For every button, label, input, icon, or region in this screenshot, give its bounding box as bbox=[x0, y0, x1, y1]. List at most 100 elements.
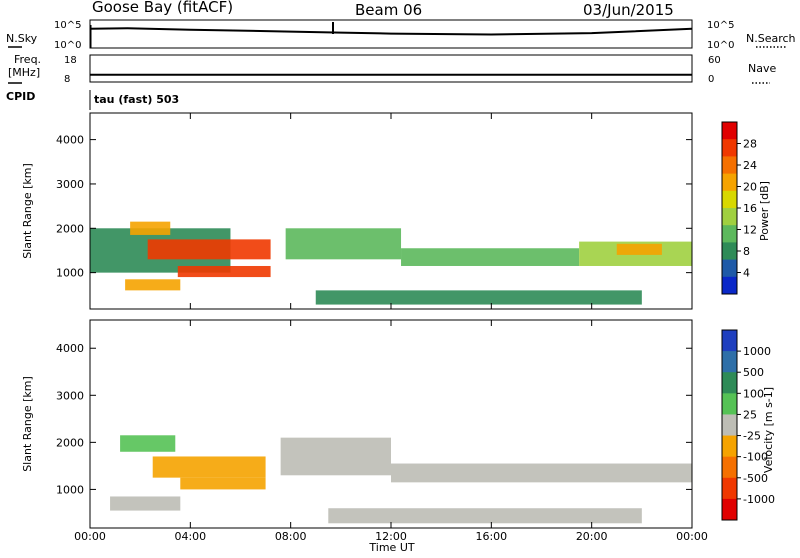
velocity-colorbar-swatch bbox=[722, 435, 737, 458]
power-colorbar-tick-label: 12 bbox=[743, 224, 757, 237]
velocity-colorbar-swatch bbox=[722, 372, 737, 394]
velocity-colorbar-label: Velocity [m s-1] bbox=[762, 387, 775, 473]
power-colorbar-tick-label: 16 bbox=[743, 202, 757, 215]
power-y-axis: 1000 2000 3000 4000 bbox=[56, 134, 692, 280]
power-colorbar-tick-label: 8 bbox=[743, 245, 750, 258]
x-tick-label: 00:00 bbox=[74, 530, 106, 543]
velocity-panel: 1000 2000 3000 4000 Slant Range [km] 1000 50… bbox=[21, 319, 775, 529]
noise-strip: N.Sky 10^5 10^0 10^5 10^0 N.Search bbox=[6, 19, 796, 51]
velocity-colorbar-frame bbox=[721, 329, 738, 521]
noise-right-tick-bottom: 10^0 bbox=[707, 40, 734, 51]
nsky-label: N.Sky bbox=[6, 32, 38, 45]
freq-strip: Freq. [MHz] 18 8 60 0 Nave bbox=[8, 53, 776, 85]
velocity-colorbar-swatch bbox=[722, 498, 737, 521]
power-colorbar-swatch bbox=[722, 173, 737, 192]
velocity-colorbar: 1000 500 100 25 -25 -100 -500 -1000 bbox=[721, 329, 775, 521]
velocity-panel-frame bbox=[89, 319, 693, 529]
velocity-colorbar-tick-label: -1000 bbox=[743, 493, 775, 506]
power-ylabel: Slant Range [km] bbox=[21, 163, 34, 259]
power-data bbox=[90, 221, 692, 305]
cpid-value: tau (fast) 503 bbox=[94, 93, 179, 106]
y-tick-label: 2000 bbox=[56, 436, 84, 449]
nsearch-label: N.Search bbox=[746, 32, 796, 45]
cpid-label: CPID bbox=[6, 90, 35, 103]
velocity-ylabel: Slant Range [km] bbox=[21, 376, 34, 472]
x-tick-label: 12:00 bbox=[375, 530, 407, 543]
y-tick-label: 3000 bbox=[56, 389, 84, 402]
y-tick-label: 3000 bbox=[56, 178, 84, 191]
y-tick-label: 2000 bbox=[56, 222, 84, 235]
velocity-region-2 bbox=[180, 477, 266, 490]
power-colorbar-swatch bbox=[722, 242, 737, 261]
power-region-9 bbox=[315, 290, 642, 305]
velocity-colorbar-swatch bbox=[722, 456, 737, 479]
velocity-colorbar-tick-label: 25 bbox=[743, 408, 757, 421]
velocity-region-6 bbox=[328, 508, 642, 524]
station-title: Goose Bay (fitACF) bbox=[92, 0, 233, 16]
power-region-4 bbox=[130, 221, 171, 235]
x-tick-label: 04:00 bbox=[174, 530, 206, 543]
power-colorbar-swatch bbox=[722, 208, 737, 226]
freq-strip-frame bbox=[89, 54, 693, 83]
power-colorbar-swatch bbox=[722, 139, 737, 157]
velocity-colorbar-tick-label: -500 bbox=[743, 472, 768, 485]
velocity-colorbar-swatch bbox=[722, 330, 737, 352]
y-tick-label: 1000 bbox=[56, 483, 84, 496]
power-colorbar-label: Power [dB] bbox=[758, 181, 771, 241]
nave-right-tick-top: 60 bbox=[708, 55, 721, 66]
velocity-region-4 bbox=[391, 463, 692, 483]
power-colorbar-swatch bbox=[722, 122, 737, 140]
freq-left-tick-bottom: 8 bbox=[64, 74, 70, 85]
velocity-colorbar-tick-label: -100 bbox=[743, 451, 768, 464]
date-label: 03/Jun/2015 bbox=[583, 1, 674, 19]
power-colorbar-tick-label: 24 bbox=[743, 159, 757, 172]
velocity-colorbar-tick-label: 1000 bbox=[743, 345, 771, 358]
velocity-region-1 bbox=[152, 456, 266, 478]
velocity-data bbox=[110, 435, 692, 524]
velocity-colorbar-swatch bbox=[722, 351, 737, 373]
power-region-8 bbox=[616, 243, 662, 255]
power-colorbar-swatch bbox=[722, 156, 737, 175]
velocity-y-axis: 1000 2000 3000 4000 bbox=[56, 342, 692, 496]
x-tick-label: 20:00 bbox=[576, 530, 608, 543]
power-colorbar-tick-label: 20 bbox=[743, 181, 757, 194]
y-tick-label: 4000 bbox=[56, 134, 84, 147]
power-region-3 bbox=[125, 279, 181, 291]
power-colorbar-swatch bbox=[722, 190, 737, 209]
power-colorbar-swatch bbox=[722, 259, 737, 278]
power-region-2 bbox=[177, 265, 271, 278]
velocity-colorbar-tick-label: 100 bbox=[743, 387, 764, 400]
velocity-region-5 bbox=[110, 496, 181, 511]
velocity-colorbar-swatch bbox=[722, 393, 737, 415]
time-axis: 00:00 04:00 08:00 12:00 16:00 20:00 00:00 bbox=[74, 113, 708, 543]
freq-label: Freq. bbox=[14, 53, 41, 66]
y-tick-label: 4000 bbox=[56, 342, 84, 355]
power-colorbar: 28 24 20 16 12 8 4 bbox=[721, 121, 757, 295]
noise-right-tick-top: 10^5 bbox=[707, 20, 734, 31]
velocity-region-0 bbox=[120, 435, 176, 452]
nave-label: Nave bbox=[748, 62, 776, 75]
xaxis-label: Time UT bbox=[368, 541, 414, 554]
noise-left-tick-top: 10^5 bbox=[54, 20, 81, 31]
freq-left-tick-top: 18 bbox=[64, 55, 77, 66]
power-region-1 bbox=[147, 239, 271, 260]
beam-label: Beam 06 bbox=[355, 1, 422, 19]
velocity-colorbar-swatch bbox=[722, 414, 737, 437]
power-region-5 bbox=[285, 228, 402, 260]
power-panel: 1000 2000 3000 4000 Slant Range [km] 28 24 20… bbox=[21, 112, 771, 310]
velocity-colorbar-swatch bbox=[722, 477, 737, 500]
velocity-region-3 bbox=[280, 437, 391, 476]
power-colorbar-tick-label: 4 bbox=[743, 267, 750, 280]
power-region-6 bbox=[401, 248, 580, 266]
freq-unit-label: [MHz] bbox=[8, 66, 40, 79]
noise-sky-line bbox=[89, 27, 693, 36]
x-tick-label: 08:00 bbox=[275, 530, 307, 543]
noise-left-tick-bottom: 10^0 bbox=[54, 40, 81, 51]
velocity-colorbar-tick-label: -25 bbox=[743, 430, 761, 443]
power-colorbar-tick-label: 28 bbox=[743, 138, 757, 151]
x-tick-label: 00:00 bbox=[676, 530, 708, 543]
nave-right-tick-bottom: 0 bbox=[708, 74, 714, 85]
y-tick-label: 1000 bbox=[56, 267, 84, 280]
